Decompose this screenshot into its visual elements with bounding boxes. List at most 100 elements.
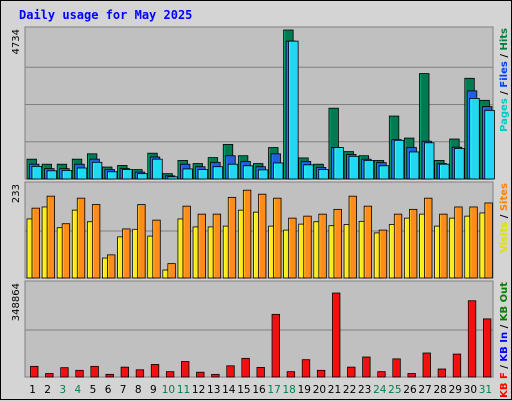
- bar-kb-in-out-kb-f-day-26: [407, 373, 416, 378]
- bar-visits-sites-sites-day-13: [212, 213, 222, 279]
- bar-pages-files-hits-pages-day-16: [258, 169, 269, 180]
- bar-visits-sites-sites-day-26: [409, 208, 418, 279]
- bar-visits-sites-sites-day-25: [393, 213, 403, 279]
- day-label-16: 16: [252, 384, 266, 396]
- bar-kb-in-out-kb-f-day-25: [392, 358, 401, 378]
- bar-kb-in-out-kb-f-day-1: [30, 365, 39, 378]
- bar-pages-files-hits-pages-day-25: [393, 139, 405, 180]
- bar-visits-sites-sites-day-14: [227, 196, 237, 279]
- bar-pages-files-hits-pages-day-4: [76, 167, 88, 180]
- bar-pages-files-hits-pages-day-26: [409, 151, 420, 180]
- bar-pages-files-hits-pages-day-29: [454, 148, 465, 180]
- bar-kb-in-out-kb-f-day-13: [211, 373, 220, 378]
- bar-pages-files-hits-pages-day-30: [469, 98, 480, 180]
- bar-pages-files-hits-pages-day-12: [197, 169, 208, 180]
- day-label-3: 3: [59, 384, 66, 396]
- day-label-10: 10: [162, 384, 175, 396]
- legend-kb-in-out: KB F / KB In / KB Out: [499, 282, 510, 398]
- bar-pages-files-hits-pages-day-6: [107, 171, 118, 180]
- bar-kb-in-out-kb-f-day-17: [271, 313, 280, 378]
- bar-pages-files-hits-pages-day-11: [182, 168, 193, 180]
- bar-pages-files-hits-pages-day-15: [242, 165, 254, 180]
- bar-visits-sites-sites-day-17: [273, 197, 282, 279]
- bar-visits-sites-sites-day-16: [258, 193, 267, 279]
- bar-visits-sites-sites-day-19: [303, 215, 312, 279]
- bar-pages-files-hits-pages-day-31: [484, 109, 495, 180]
- max-label-visits-sites: 233: [11, 184, 22, 203]
- legend-separator: /: [499, 51, 510, 62]
- bar-pages-files-hits-pages-day-18: [288, 40, 299, 180]
- day-label-12: 12: [192, 384, 205, 396]
- bar-pages-files-hits-pages-day-14: [227, 163, 239, 180]
- bar-pages-files-hits-pages-day-28: [439, 163, 450, 180]
- bar-visits-sites-sites-day-24: [378, 229, 388, 279]
- day-label-4: 4: [74, 384, 81, 396]
- bar-pages-files-hits-pages-day-21: [333, 147, 344, 180]
- legend-entry-kb-in: KB In: [499, 332, 510, 362]
- bar-kb-in-out-kb-f-day-7: [120, 366, 129, 378]
- bar-visits-sites-sites-day-22: [348, 195, 357, 279]
- bar-visits-sites-sites-day-11: [182, 205, 191, 279]
- day-label-1: 1: [29, 384, 36, 396]
- bar-kb-in-out-kb-f-day-15: [241, 357, 250, 378]
- bar-visits-sites-sites-day-28: [439, 213, 448, 279]
- legend-separator: /: [499, 321, 510, 332]
- bar-kb-in-out-kb-f-day-29: [452, 353, 462, 378]
- legend-entry-visits: Visits: [499, 222, 510, 253]
- bar-pages-files-hits-pages-day-19: [303, 164, 314, 180]
- day-label-9: 9: [150, 384, 157, 396]
- day-label-6: 6: [105, 384, 112, 396]
- bar-kb-in-out-kb-f-day-19: [301, 359, 311, 378]
- legend-entry-files: Files: [499, 61, 510, 87]
- day-label-18: 18: [283, 384, 296, 396]
- day-label-20: 20: [313, 384, 326, 396]
- bar-pages-files-hits-pages-day-22: [348, 155, 359, 180]
- bar-visits-sites-sites-day-9: [152, 219, 161, 279]
- legend-entry-kb-out: KB Out: [499, 282, 510, 321]
- bar-visits-sites-sites-day-29: [454, 206, 463, 279]
- bar-pages-files-hits-pages-day-1: [31, 166, 42, 180]
- bar-visits-sites-sites-day-6: [107, 254, 116, 279]
- bar-kb-in-out-kb-f-day-22: [347, 366, 356, 378]
- bar-kb-in-out-kb-f-day-23: [362, 356, 371, 378]
- legend-entry-pages: Pages: [499, 98, 510, 132]
- bar-visits-sites-sites-day-18: [288, 217, 297, 279]
- bar-visits-sites-sites-day-27: [424, 197, 433, 279]
- bar-pages-files-hits-pages-day-3: [61, 170, 73, 180]
- day-label-26: 26: [403, 384, 417, 396]
- bar-visits-sites-sites-day-15: [242, 189, 252, 279]
- bar-pages-files-hits-pages-day-23: [363, 160, 375, 180]
- legend-entry-hits: Hits: [499, 28, 510, 51]
- bar-pages-files-hits-pages-day-9: [152, 158, 163, 180]
- bar-visits-sites-sites-day-30: [469, 206, 478, 279]
- bar-visits-sites-sites-day-8: [137, 204, 146, 279]
- bar-visits-sites-sites-day-31: [484, 202, 493, 279]
- legend-separator: /: [499, 362, 510, 373]
- bar-kb-in-out-kb-f-day-31: [483, 318, 492, 378]
- panel-kb-in-out-background: [24, 280, 494, 378]
- day-label-29: 29: [449, 384, 462, 396]
- bar-kb-in-out-kb-f-day-2: [45, 373, 54, 378]
- day-label-11: 11: [177, 384, 190, 396]
- bar-kb-in-out-kb-f-day-9: [150, 364, 160, 378]
- bar-pages-files-hits-pages-day-8: [137, 173, 148, 180]
- bar-visits-sites-sites-day-1: [31, 207, 40, 279]
- bar-pages-files-hits-pages-day-27: [424, 142, 435, 180]
- legend-entry-kb-f: KB F: [499, 372, 510, 398]
- bar-visits-sites-sites-day-5: [91, 204, 101, 279]
- bar-visits-sites-sites-day-4: [76, 197, 86, 279]
- legend-pages-files-hits: Pages / Files / Hits: [499, 28, 510, 132]
- bar-kb-in-out-kb-f-day-28: [437, 368, 447, 378]
- bar-kb-in-out-kb-f-day-12: [196, 371, 205, 378]
- bar-kb-in-out-kb-f-day-24: [377, 371, 386, 378]
- bar-visits-sites-sites-day-10: [167, 263, 176, 279]
- bar-pages-files-hits-pages-day-2: [46, 170, 57, 180]
- bar-kb-in-out-kb-f-day-18: [286, 371, 296, 378]
- day-label-19: 19: [298, 384, 311, 396]
- day-label-13: 13: [207, 384, 220, 396]
- legend-separator: /: [499, 211, 510, 222]
- bar-kb-in-out-kb-f-day-16: [256, 367, 265, 378]
- bar-kb-in-out-kb-f-day-3: [60, 367, 69, 378]
- day-label-23: 23: [358, 384, 371, 396]
- bar-kb-in-out-kb-f-day-10: [165, 371, 175, 378]
